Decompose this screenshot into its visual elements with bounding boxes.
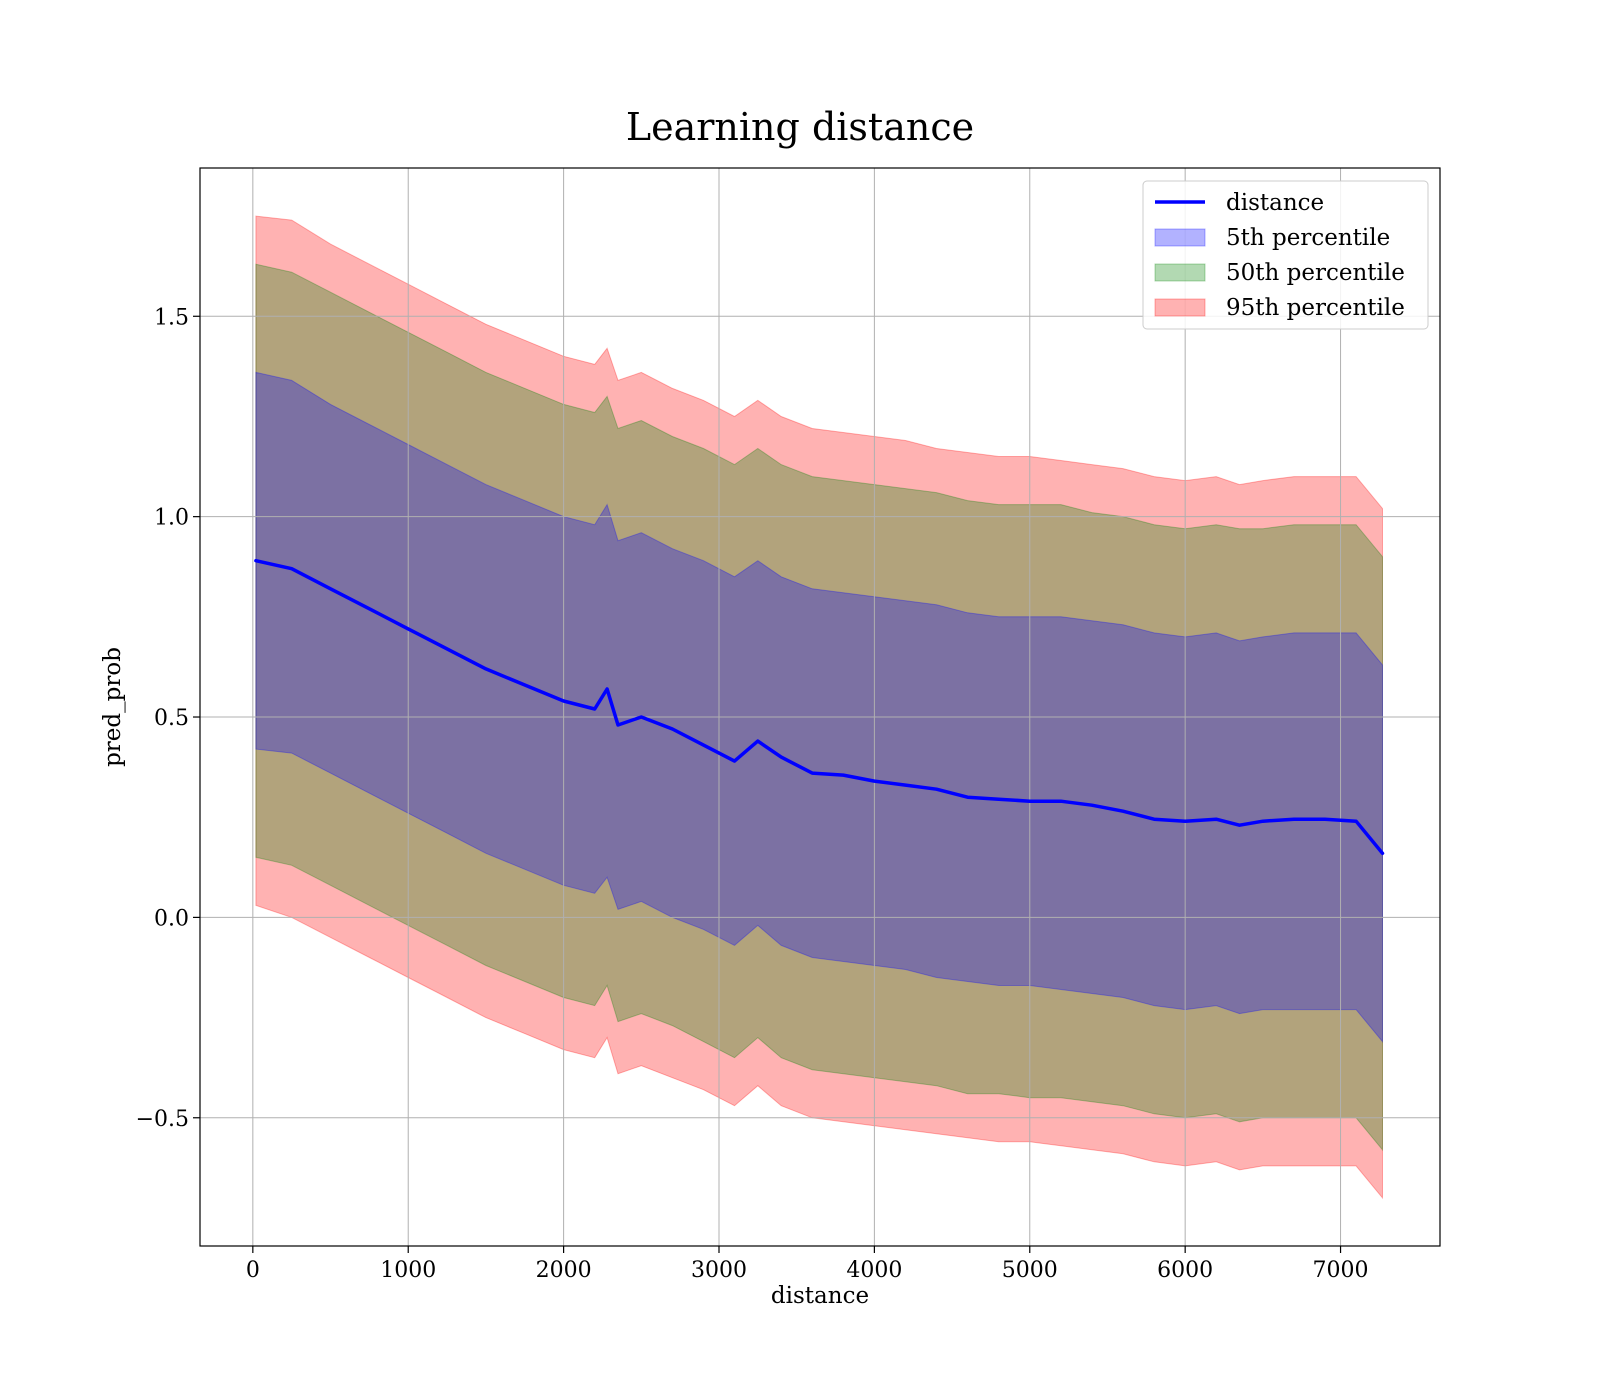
percentile-bands	[255, 215, 1383, 1200]
legend-swatch-band	[1154, 263, 1206, 282]
legend: distance 5th percentile 50th percentile 95t…	[1142, 180, 1429, 330]
y-axis-ticks: −0.5 0.0 0.5 1.0 1.5	[136, 305, 200, 1132]
y-axis-label: pred_prob	[100, 647, 126, 767]
plot-area	[199, 167, 1441, 1247]
y-tick-label: 1.5	[154, 305, 189, 330]
x-tick-label: 2000	[536, 1258, 592, 1283]
legend-label: 5th percentile	[1226, 225, 1390, 251]
y-tick-label: 0.0	[154, 906, 189, 931]
y-tick-label: 1.0	[154, 506, 189, 531]
legend-label: 95th percentile	[1226, 295, 1405, 321]
x-tick-label: 5000	[1002, 1258, 1058, 1283]
legend-label: distance	[1226, 190, 1324, 216]
x-tick-label: 1000	[380, 1258, 436, 1283]
line-series-0	[254, 558, 1385, 856]
x-axis-label: distance	[771, 1283, 869, 1309]
x-tick-label: 7000	[1313, 1258, 1369, 1283]
legend-label: 50th percentile	[1226, 260, 1405, 286]
x-tick-label: 3000	[691, 1258, 747, 1283]
y-tick-label: −0.5	[136, 1107, 189, 1132]
x-tick-label: 0	[246, 1258, 260, 1283]
legend-swatch-band	[1154, 298, 1206, 317]
band-series-3	[255, 215, 1383, 1200]
y-tick-label: 0.5	[154, 706, 189, 731]
x-tick-label: 6000	[1157, 1258, 1213, 1283]
legend-swatch-band	[1154, 228, 1206, 247]
chart-title: Learning distance	[626, 105, 974, 149]
band-series-2	[255, 263, 1383, 1152]
band-series-1	[255, 371, 1383, 1043]
grid	[200, 168, 1440, 1246]
legend-box	[1142, 180, 1429, 330]
series-lines	[254, 558, 1385, 856]
plot-background	[200, 168, 1440, 1246]
x-tick-label: 4000	[846, 1258, 902, 1283]
plot-frame	[199, 167, 1441, 1247]
x-axis-ticks: 0 1000 2000 3000 4000 5000 6000 7000	[246, 1246, 1369, 1283]
